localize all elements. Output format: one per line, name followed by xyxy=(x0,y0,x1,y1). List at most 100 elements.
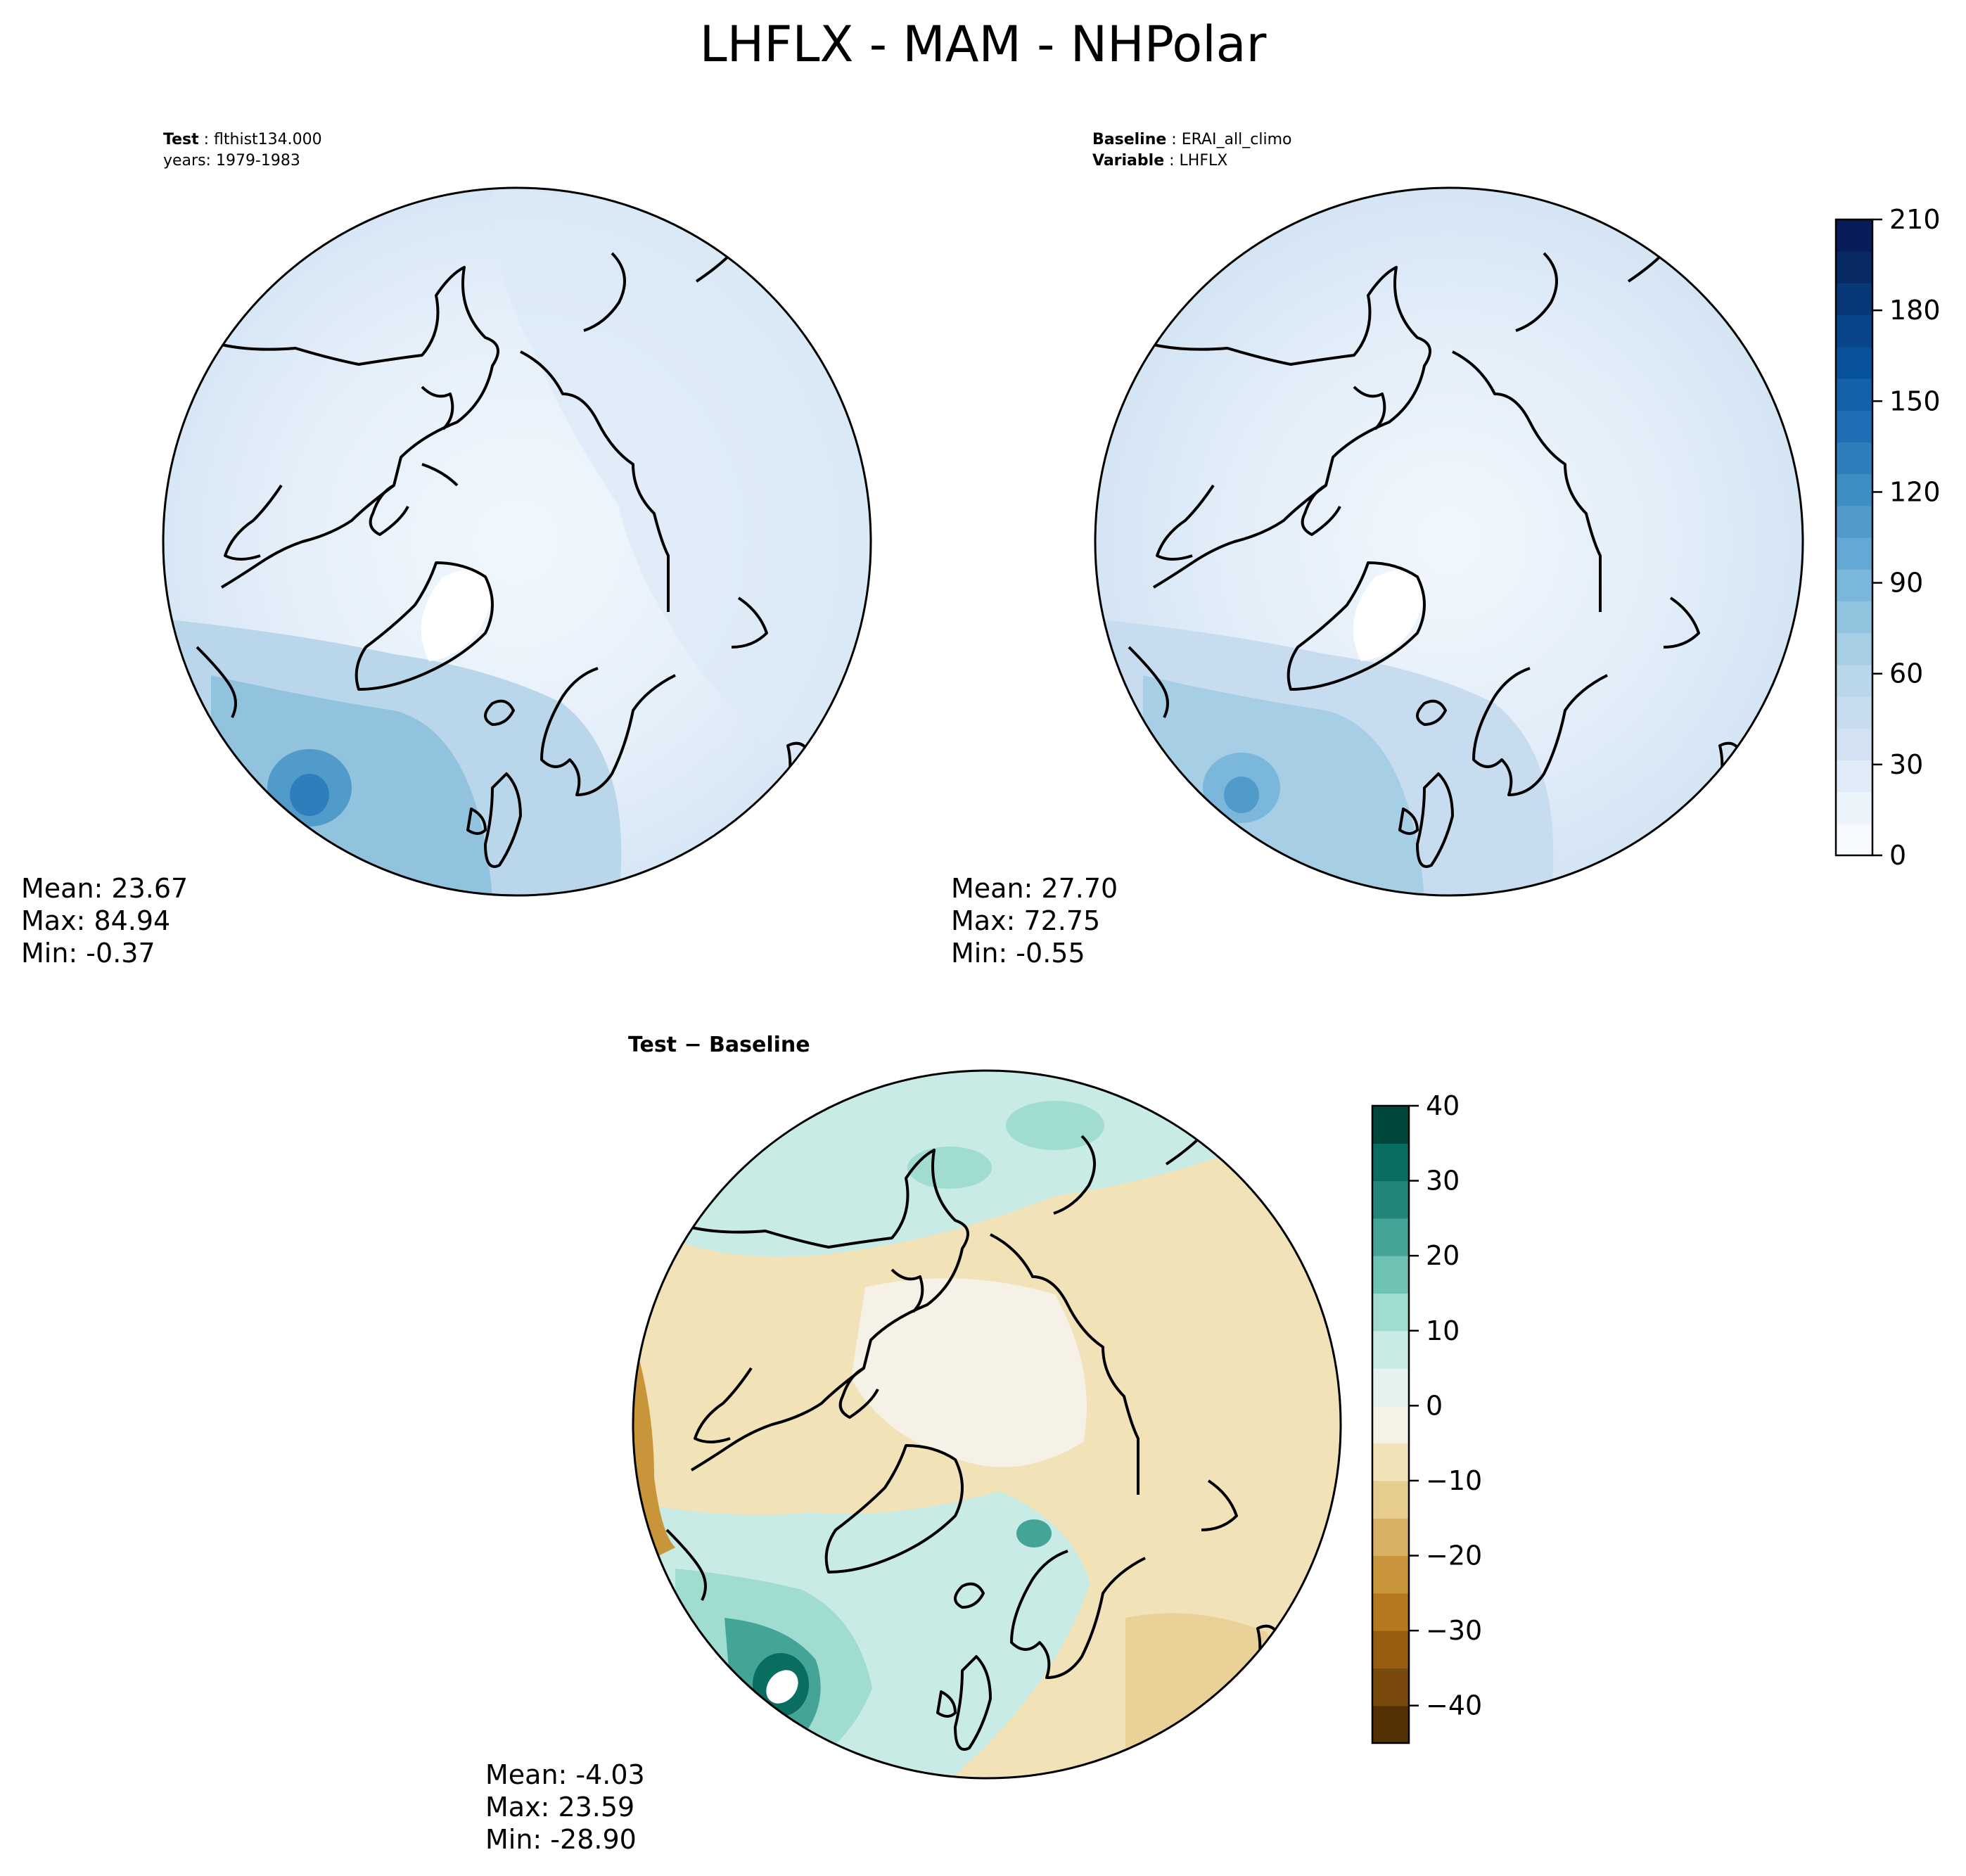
baseline-max: Max: 72.75 xyxy=(951,905,1101,936)
brbg-colorbar-segment xyxy=(1372,1256,1409,1294)
test-coastlines xyxy=(196,252,810,868)
baseline-stats: Mean: 27.70 Max: 72.75 Min: -0.55 xyxy=(951,872,1118,969)
blues-colorbar-segment xyxy=(1836,728,1872,760)
brbg-colorbar-segment xyxy=(1372,1631,1409,1669)
baseline-min: Min: -0.55 xyxy=(951,938,1085,969)
brbg-colorbar-tick-label: 0 xyxy=(1426,1390,1443,1421)
blues-colorbar-segment xyxy=(1836,569,1872,601)
brbg-colorbar-segment xyxy=(1372,1180,1409,1219)
blues-colorbar-tick-label: 0 xyxy=(1889,840,1906,871)
diff-min: Min: -28.90 xyxy=(485,1824,637,1855)
brbg-colorbar-segment xyxy=(1372,1443,1409,1481)
blues-colorbar-segment xyxy=(1836,378,1872,411)
test-label: Test xyxy=(163,131,199,148)
blues-colorbar-tick-label: 90 xyxy=(1889,568,1923,599)
diff-max: Max: 23.59 xyxy=(485,1792,635,1823)
diff-barents-positive xyxy=(1016,1519,1052,1548)
blues-colorbar-tick-label: 150 xyxy=(1889,385,1941,416)
brbg-colorbar-tick-label: −30 xyxy=(1426,1615,1482,1646)
blues-colorbar-segment xyxy=(1836,664,1872,697)
brbg-colorbar-frame xyxy=(1371,1104,1410,1744)
blues-colorbar-frame xyxy=(1834,218,1874,857)
blues-colorbar-tick-label: 30 xyxy=(1889,749,1923,780)
brbg-colorbar-segment xyxy=(1372,1106,1409,1144)
brbg-colorbar-tick-label: 30 xyxy=(1426,1166,1460,1197)
blues-colorbar-segment xyxy=(1836,632,1872,665)
baseline-greenland-low xyxy=(1353,570,1424,661)
test-min: Min: -0.37 xyxy=(21,938,155,969)
brbg-colorbar-tick-label: −20 xyxy=(1426,1540,1482,1571)
brbg-colorbar-segment xyxy=(1372,1705,1409,1744)
blues-colorbar-tick-label: 60 xyxy=(1889,658,1923,689)
blues-colorbar-tick-label: 120 xyxy=(1889,476,1941,507)
variable-name: LHFLX xyxy=(1179,152,1228,170)
test-gulfstream-core xyxy=(290,774,329,816)
variable-label: Variable xyxy=(1092,152,1165,170)
blues-colorbar-segment xyxy=(1836,601,1872,634)
diff-arctic-neutral xyxy=(851,1278,1087,1467)
brbg-colorbar-segment xyxy=(1372,1368,1409,1406)
brbg-colorbar-segment xyxy=(1372,1480,1409,1519)
test-case-name: flthist134.000 xyxy=(214,131,322,148)
blues-colorbar-segment xyxy=(1836,696,1872,729)
diff-stats: Mean: -4.03 Max: 23.59 Min: -28.90 xyxy=(485,1759,645,1856)
test-years: years: 1979-1983 xyxy=(163,152,300,170)
diff-colorbar: −40 −30 −20 −10 0 10 20 30 40 xyxy=(1371,1090,1482,1744)
brbg-colorbar-segment xyxy=(1372,1668,1409,1706)
brbg-colorbar-tick-label: 10 xyxy=(1426,1315,1460,1346)
figure-title: LHFLX - MAM - NHPolar xyxy=(699,15,1267,73)
test-greenland-low xyxy=(421,570,492,661)
blues-colorbar-segment xyxy=(1836,823,1872,856)
blues-colorbar-segment xyxy=(1836,251,1872,283)
baseline-map xyxy=(1094,186,1804,897)
baseline-map-boundary xyxy=(1094,186,1804,897)
brbg-colorbar-segment xyxy=(1372,1218,1409,1256)
baseline-label: Baseline xyxy=(1092,131,1167,148)
diff-pacific-positive-2 xyxy=(1006,1101,1104,1150)
test-panel-header: Test : flthist134.000 years: 1979-1983 xyxy=(163,129,322,172)
brbg-colorbar-tick-label: −10 xyxy=(1426,1465,1482,1496)
blues-colorbar-segment xyxy=(1836,442,1872,475)
baseline-panel-header: Baseline : ERAI_all_climo Variable : LHF… xyxy=(1092,131,1292,170)
blues-colorbar-segment xyxy=(1836,283,1872,316)
test-baseline-colorbar: 0 30 60 90 120 150 180 210 xyxy=(1834,204,1941,871)
blues-colorbar-tick-label: 210 xyxy=(1889,204,1941,235)
blues-colorbar-segment xyxy=(1836,505,1872,538)
blues-colorbar-segment xyxy=(1836,219,1872,252)
blues-colorbar-segment xyxy=(1836,537,1872,570)
test-pacific-flux xyxy=(492,190,871,802)
test-stats: Mean: 23.67 Max: 84.94 Min: -0.37 xyxy=(21,872,188,969)
brbg-colorbar-segment xyxy=(1372,1143,1409,1182)
blues-colorbar-segment xyxy=(1836,791,1872,824)
blues-colorbar-segment xyxy=(1836,473,1872,506)
diff-map xyxy=(632,1069,1342,1780)
diff-mean: Mean: -4.03 xyxy=(485,1759,645,1790)
blues-colorbar-segment xyxy=(1836,346,1872,379)
test-map xyxy=(162,186,872,897)
test-max: Max: 84.94 xyxy=(21,905,171,936)
baseline-gulfstream-core xyxy=(1224,777,1259,813)
test-map-boundary xyxy=(162,186,872,897)
diff-map-boundary xyxy=(632,1069,1342,1780)
blues-colorbar-segment xyxy=(1836,410,1872,442)
baseline-case-name: ERAI_all_climo xyxy=(1181,131,1292,148)
diff-gulfstream-missing xyxy=(766,1670,798,1704)
diff-panel-title: Test − Baseline xyxy=(628,1033,810,1057)
blues-colorbar-tick-label: 180 xyxy=(1889,295,1941,326)
baseline-mean: Mean: 27.70 xyxy=(951,873,1118,904)
brbg-colorbar-tick-label: −40 xyxy=(1426,1690,1482,1721)
test-mean: Mean: 23.67 xyxy=(21,873,189,904)
brbg-colorbar-segment xyxy=(1372,1330,1409,1369)
brbg-colorbar-tick-label: 40 xyxy=(1426,1090,1460,1121)
brbg-colorbar-segment xyxy=(1372,1405,1409,1444)
brbg-colorbar-segment xyxy=(1372,1593,1409,1631)
brbg-colorbar-tick-label: 20 xyxy=(1426,1240,1460,1271)
blues-colorbar-segment xyxy=(1836,760,1872,793)
brbg-colorbar-segment xyxy=(1372,1293,1409,1332)
diff-coastlines xyxy=(665,1135,1280,1751)
brbg-colorbar-segment xyxy=(1372,1555,1409,1594)
blues-colorbar-segment xyxy=(1836,314,1872,347)
baseline-coastlines xyxy=(1128,252,1742,868)
brbg-colorbar-segment xyxy=(1372,1518,1409,1557)
